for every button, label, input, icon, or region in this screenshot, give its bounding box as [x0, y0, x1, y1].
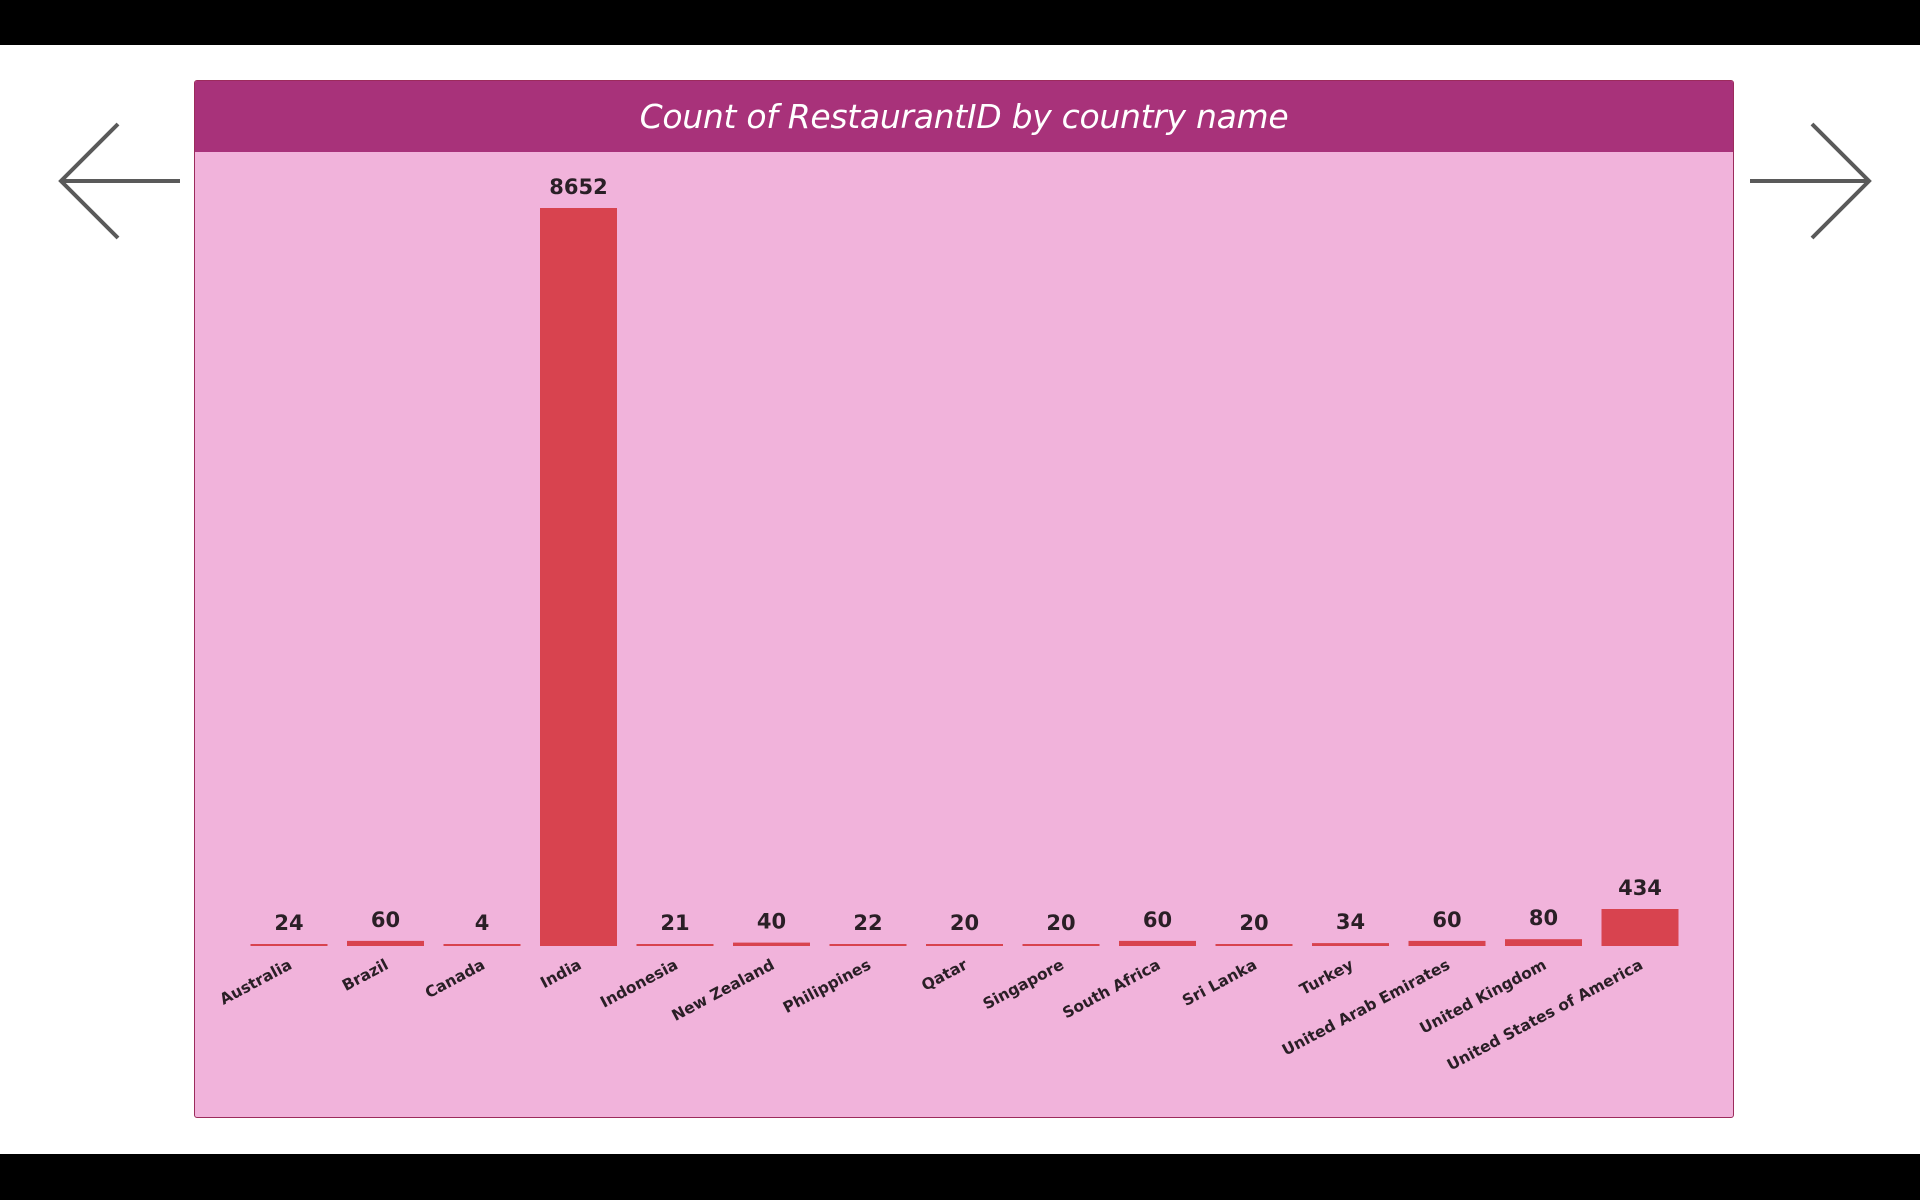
data-label: 60: [1432, 908, 1461, 932]
letterbox-bottom: [0, 1154, 1920, 1200]
bar-australia[interactable]: [250, 944, 328, 946]
x-tick-label: Canada: [422, 956, 488, 1002]
arrow-left-icon[interactable]: [55, 118, 185, 244]
x-tick-label: Singapore: [980, 956, 1067, 1014]
chart-title: Count of RestaurantID by country name: [639, 97, 1289, 136]
bar-united-states-of-america[interactable]: [1601, 909, 1679, 946]
bar-new-zealand[interactable]: [733, 942, 810, 946]
x-tick-label: Qatar: [919, 955, 971, 994]
data-label: 22: [853, 911, 882, 935]
x-tick-label: Sri Lanka: [1179, 956, 1260, 1010]
data-label: 4: [475, 911, 490, 935]
bar-philippines[interactable]: [829, 944, 907, 946]
bar-qatar[interactable]: [926, 944, 1003, 946]
bar-united-kingdom[interactable]: [1505, 939, 1582, 946]
data-label: 80: [1529, 906, 1558, 930]
letterbox-top: [0, 0, 1920, 45]
arrow-right-glyph: [1750, 122, 1872, 240]
bar-brazil[interactable]: [347, 940, 424, 946]
bar-singapore[interactable]: [1022, 944, 1100, 946]
bar-chart: 24 Australia 60 Brazil 4 Canada 8652 India 21 Ind…: [217, 175, 1679, 1074]
data-label: 21: [660, 911, 689, 935]
chart-header: Count of RestaurantID by country name: [195, 81, 1733, 152]
data-label: 20: [950, 911, 979, 935]
x-tick-label: Indonesia: [597, 956, 681, 1012]
x-tick-label: Philippines: [780, 956, 874, 1017]
chart-card: 24 Australia 60 Brazil 4 Canada 8652 India 21 Ind…: [194, 80, 1734, 1118]
bar-india[interactable]: [540, 208, 617, 946]
bar-canada[interactable]: [443, 944, 521, 946]
data-label: 34: [1336, 910, 1365, 934]
arrow-left-glyph: [58, 122, 180, 240]
data-label: 40: [757, 910, 786, 934]
data-label: 434: [1618, 876, 1662, 900]
data-label: 60: [371, 908, 400, 932]
x-tick-label: South Africa: [1060, 956, 1164, 1023]
bar-south-africa[interactable]: [1119, 940, 1196, 946]
bar-turkey[interactable]: [1312, 943, 1389, 946]
data-label: 24: [274, 911, 303, 935]
data-label: 20: [1046, 911, 1075, 935]
x-tick-label: India: [537, 956, 584, 992]
data-label: 20: [1239, 911, 1268, 935]
chart-plot-area: 24 Australia 60 Brazil 4 Canada 8652 India 21 Ind…: [195, 81, 1733, 1117]
bar-indonesia[interactable]: [636, 944, 714, 946]
x-tick-label: New Zealand: [669, 956, 778, 1025]
data-label: 60: [1143, 908, 1172, 932]
bar-united-arab-emirates[interactable]: [1408, 940, 1486, 946]
x-tick-label: United Arab Emirates: [1279, 956, 1453, 1060]
x-tick-label: Brazil: [339, 956, 391, 995]
bar-sri-lanka[interactable]: [1215, 944, 1293, 946]
x-tick-label: Australia: [217, 956, 295, 1009]
arrow-right-icon[interactable]: [1745, 118, 1875, 244]
x-tick-label: Turkey: [1297, 956, 1357, 999]
data-label: 8652: [549, 175, 607, 199]
